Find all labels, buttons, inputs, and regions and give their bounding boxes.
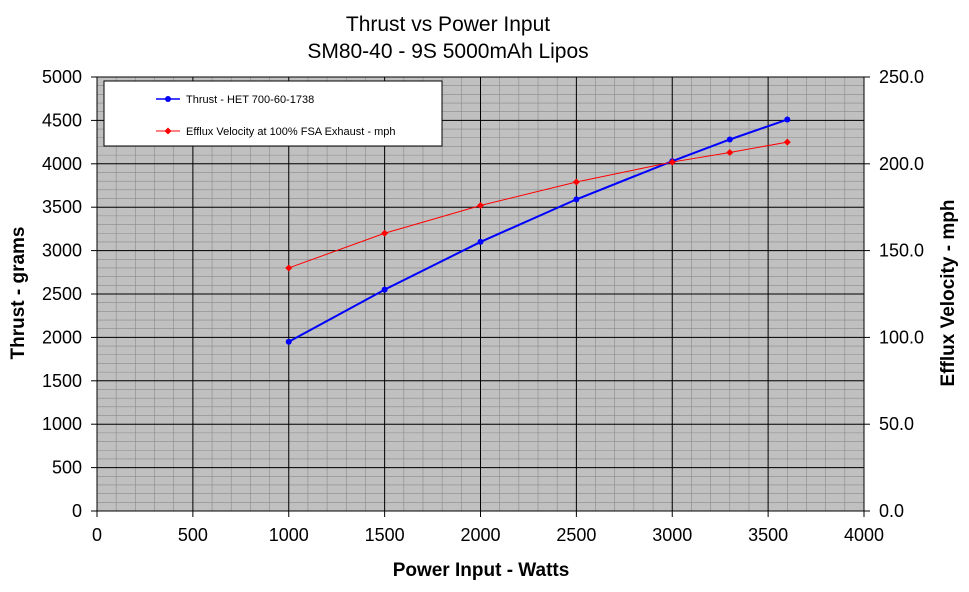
x-tick-label: 3500 — [748, 525, 788, 545]
x-tick-label: 4000 — [844, 525, 884, 545]
y-tick-label: 2500 — [42, 284, 82, 304]
y-tick-label: 4000 — [42, 154, 82, 174]
legend-marker-efflux — [164, 127, 172, 135]
data-point-thrust — [784, 116, 791, 123]
y-tick-label: 3500 — [42, 197, 82, 217]
data-point-efflux — [783, 138, 791, 146]
y2-tick-label: 250.0 — [879, 67, 924, 87]
data-point-efflux — [726, 149, 734, 157]
data-point-thrust — [726, 136, 733, 143]
data-point-thrust — [285, 338, 292, 345]
chart-title: Thrust vs Power Input — [346, 13, 550, 36]
data-point-thrust — [477, 238, 484, 245]
x-tick-label: 0 — [92, 525, 102, 545]
legend-label-thrust: Thrust - HET 700-60-1738 — [186, 94, 314, 106]
x-axis: 0 500 1000 1500 2000 2500 3000 3500 4000 — [92, 511, 884, 545]
y-tick-label: 1000 — [42, 414, 82, 434]
y2-tick-label: 0.0 — [879, 501, 904, 521]
data-point-efflux — [668, 158, 676, 166]
legend-marker-thrust — [165, 96, 171, 102]
y2-tick-label: 200.0 — [879, 154, 924, 174]
y-tick-label: 2000 — [42, 327, 82, 347]
legend-label-efflux: Efflux Velocity at 100% FSA Exhaust - mp… — [186, 126, 396, 138]
data-point-thrust — [573, 196, 580, 203]
data-point-efflux — [572, 178, 580, 186]
data-point-efflux — [381, 229, 389, 237]
y2-axis-label: Efflux Velocity - mph — [938, 200, 959, 387]
legend: Thrust - HET 700-60-1738 Efflux Velocity… — [103, 80, 443, 147]
y-tick-label: 0 — [72, 501, 82, 521]
x-tick-label: 3000 — [652, 525, 692, 545]
y-tick-label: 3000 — [42, 241, 82, 261]
x-axis-label: Power Input - Watts — [393, 560, 570, 581]
y2-tick-label: 100.0 — [879, 327, 924, 347]
x-tick-label: 1500 — [365, 525, 405, 545]
legend-box — [103, 80, 443, 147]
y-tick-label: 4500 — [42, 110, 82, 130]
x-tick-label: 1000 — [269, 525, 309, 545]
y-axis-left: 0 500 1000 1500 2000 2500 3000 3500 4000 4500 5000 — [42, 67, 97, 521]
y2-tick-label: 50.0 — [879, 414, 914, 434]
x-tick-label: 500 — [178, 525, 208, 545]
y-tick-label: 500 — [52, 458, 82, 478]
series-layer — [285, 116, 791, 345]
data-point-efflux — [285, 264, 293, 272]
y-tick-label: 1500 — [42, 371, 82, 391]
y2-tick-label: 150.0 — [879, 241, 924, 261]
y-axis-right: 0.0 50.0 100.0 150.0 200.0 250.0 — [864, 67, 924, 521]
y-tick-label: 5000 — [42, 67, 82, 87]
x-tick-label: 2000 — [460, 525, 500, 545]
x-tick-label: 2500 — [556, 525, 596, 545]
data-point-efflux — [477, 201, 484, 209]
data-point-thrust — [381, 286, 388, 293]
chart-subtitle: SM80-40 - 9S 5000mAh Lipos — [307, 40, 588, 63]
y-axis-label: Thrust - grams — [8, 226, 29, 359]
